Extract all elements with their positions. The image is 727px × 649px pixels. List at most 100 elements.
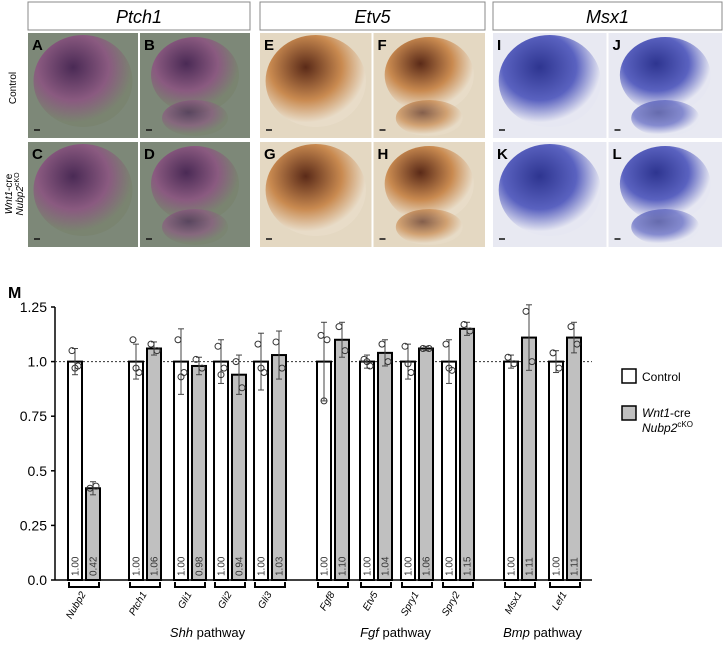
category-bracket [254, 582, 286, 588]
value-label: 1.00 [217, 556, 228, 576]
panel-label: M [8, 285, 21, 302]
embryo [498, 144, 601, 236]
data-point [378, 340, 386, 348]
data-point [522, 307, 530, 315]
row-label-gene: Wnt1 [4, 191, 15, 214]
category-bracket [317, 582, 349, 588]
bar [521, 336, 537, 581]
photo-panels: Ptch1 A B C D Etv5 E F G H Msx1 I J K L [27, 1, 723, 247]
data-point [442, 340, 450, 348]
value-label: 1.11 [525, 557, 536, 576]
group-label-name: Shh [170, 625, 193, 640]
row-label-driver: -cre [4, 173, 15, 191]
data-point [404, 360, 412, 368]
data-point [132, 364, 140, 372]
value-label: 1.00 [71, 556, 82, 576]
data-point [555, 364, 563, 372]
data-point [504, 353, 512, 361]
x-tick-label: Gli3 [256, 590, 275, 611]
legend-label: Nubp2cKO [642, 420, 693, 435]
data-point [232, 358, 240, 366]
value-label: 1.00 [257, 556, 268, 576]
data-point [198, 364, 206, 372]
panel-letter: D [144, 146, 155, 163]
data-point [341, 347, 349, 355]
column-header: Etv5 [354, 7, 391, 27]
legend-sup: cKO [677, 420, 693, 429]
data-point [528, 358, 536, 366]
legend-label: Control [642, 370, 681, 384]
x-tick-label: Ptch1 [127, 590, 149, 618]
data-point [460, 320, 468, 328]
row-label-allele: Nubp2 [15, 186, 26, 216]
panel-letter: E [264, 37, 274, 54]
legend-swatch [621, 405, 637, 421]
bar-chart: 0.0 0.25 0.5 0.75 1.0 1.25 1.00 0.42 Nubp2 1.00 1.… [20, 299, 592, 640]
group-label-name: Fgf [360, 625, 380, 640]
bar [359, 360, 375, 581]
bar [213, 360, 229, 581]
embryo [265, 144, 366, 236]
x-tick-label: Spry2 [440, 590, 463, 619]
embryo [151, 146, 239, 222]
panel-letter: F [378, 37, 387, 54]
bar [231, 373, 247, 582]
data-point [129, 336, 137, 344]
value-label: 0.98 [195, 556, 206, 576]
value-label: 1.00 [445, 556, 456, 576]
embryo [619, 146, 711, 222]
embryo [162, 100, 228, 136]
y-tick-label: 0.25 [20, 517, 47, 533]
x-tick-label: Msx1 [503, 590, 524, 616]
data-point [86, 484, 94, 492]
data-point [220, 364, 228, 372]
data-point [254, 340, 262, 348]
data-point [425, 344, 433, 352]
category-bracket [214, 582, 246, 588]
data-point [68, 347, 76, 355]
legend-label: Wnt1-cre [642, 406, 691, 420]
panel-letter: B [144, 37, 155, 54]
data-point [335, 323, 343, 331]
header-box [259, 1, 486, 31]
data-point [510, 360, 518, 368]
value-label: 1.06 [422, 556, 433, 576]
category-bracket [504, 582, 536, 588]
embryo [631, 209, 700, 245]
data-point [272, 338, 280, 346]
bar [400, 360, 416, 581]
embryo [162, 209, 228, 245]
value-label: 1.11 [570, 557, 581, 576]
legend-gene: Wnt1 [642, 406, 670, 420]
legend-swatch [621, 368, 637, 384]
row-label: Wnt1-cre [4, 173, 15, 214]
category-bracket [68, 582, 100, 588]
data-point [238, 384, 246, 392]
data-point [192, 355, 200, 363]
value-label: 1.00 [507, 556, 518, 576]
value-label: 0.42 [89, 556, 100, 576]
data-point [549, 349, 557, 357]
bar [146, 347, 162, 581]
data-point [445, 364, 453, 372]
y-tick-label: 0.0 [28, 572, 48, 588]
panel-letter: H [378, 146, 389, 163]
value-label: 1.06 [150, 556, 161, 576]
group-label-suffix: pathway [379, 625, 432, 640]
x-tick-label: Lef1 [550, 590, 569, 612]
legend-allele: Nubp2 [642, 421, 678, 435]
data-point [466, 327, 474, 335]
bar [548, 360, 564, 581]
header-box [492, 1, 723, 31]
category-bracket [401, 582, 433, 588]
embryo [631, 100, 700, 136]
bar [459, 327, 475, 581]
bar [128, 360, 144, 581]
category-bracket [442, 582, 474, 588]
embryo [384, 146, 474, 222]
category-bracket [360, 582, 392, 588]
panel-letter: A [32, 37, 43, 54]
row-label-sup: cKO [14, 172, 21, 186]
value-label: 1.00 [177, 556, 188, 576]
value-label: 1.00 [320, 556, 331, 576]
